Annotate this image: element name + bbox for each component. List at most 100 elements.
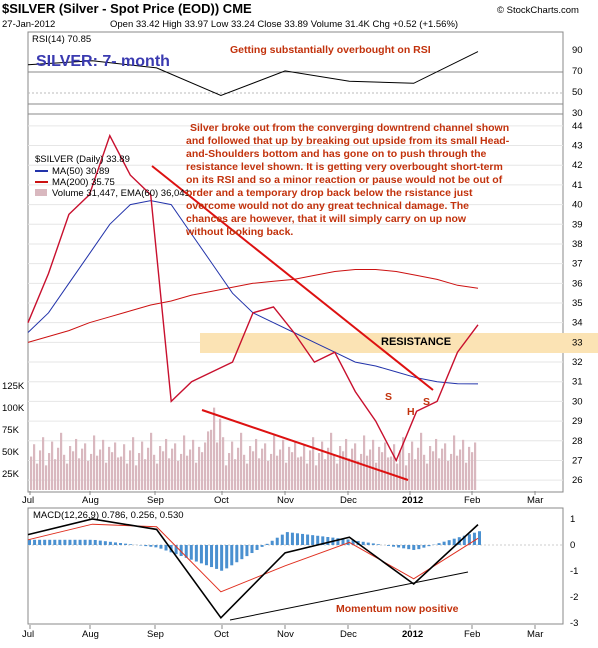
volume-bar	[312, 437, 315, 490]
month-label: Jul	[22, 629, 34, 640]
price-tick: 40	[572, 200, 583, 211]
volume-bar	[261, 448, 264, 490]
volume-bar	[303, 444, 306, 490]
macd-tick-m3: -3	[570, 618, 578, 629]
legend-volume-swatch	[35, 189, 47, 196]
price-panel: $SILVER (Daily) 33.89 MA(50) 30.89 MA(20…	[2, 113, 598, 493]
hs-head: H	[407, 406, 415, 418]
volume-bar	[357, 460, 360, 490]
volume-bar	[78, 458, 81, 490]
macd-hist-bar	[63, 539, 67, 545]
volume-bar	[426, 463, 429, 490]
volume-bar	[207, 431, 210, 490]
macd-hist-bar	[98, 540, 102, 545]
volume-bar	[354, 443, 357, 490]
volume-bar	[399, 450, 402, 490]
macd-hist-bar	[179, 545, 183, 557]
volume-bar	[291, 452, 294, 490]
volume-tick: 50K	[2, 447, 20, 458]
volume-bar	[429, 446, 432, 490]
macd-hist-bar	[250, 545, 254, 554]
macd-hist-bar	[144, 545, 148, 547]
volume-bar	[96, 455, 99, 490]
commentary-line: chances are however, that it will simply…	[186, 213, 467, 225]
volume-bar	[405, 465, 408, 490]
month-label: Feb	[464, 629, 480, 640]
ma200-line	[27, 269, 479, 343]
volume-bar	[327, 447, 330, 490]
macd-hist-bar	[407, 545, 411, 550]
macd-hist-bar	[462, 535, 466, 545]
volume-bar	[153, 454, 156, 490]
macd-hist-bar	[235, 545, 239, 563]
volume-bar	[345, 438, 348, 490]
volume-bar	[108, 446, 111, 490]
volume-bar	[474, 442, 477, 490]
volume-bar	[45, 465, 48, 490]
macd-hist-bar	[159, 545, 163, 549]
volume-bar	[309, 450, 312, 490]
macd-hist-bar	[371, 543, 375, 545]
rsi-tick-50: 50	[572, 87, 583, 98]
macd-hist-bar	[366, 542, 370, 545]
volume-bar	[60, 432, 63, 490]
price-tick: 33	[572, 337, 583, 348]
volume-bar	[324, 459, 327, 490]
volume-bar	[471, 452, 474, 490]
volume-bar	[36, 463, 39, 490]
macd-trendline	[229, 571, 469, 621]
macd-hist-bar	[73, 539, 77, 545]
macd-hist-bar	[129, 544, 133, 545]
macd-hist-bar	[326, 536, 330, 545]
volume-bar	[174, 443, 177, 490]
macd-hist-bar	[240, 545, 244, 560]
macd-tick-m1: -1	[570, 566, 578, 577]
volume-bar	[414, 459, 417, 490]
volume-bar	[186, 455, 189, 490]
macd-hist-bar	[346, 539, 350, 545]
volume-bar	[147, 447, 150, 490]
volume-bar	[375, 462, 378, 490]
month-label: Mar	[527, 629, 543, 640]
macd-hist-bar	[220, 545, 224, 571]
volume-bar	[111, 452, 114, 490]
macd-comment: Momentum now positive	[336, 603, 459, 615]
volume-bar	[204, 442, 207, 490]
volume-bar	[141, 441, 144, 490]
volume-bar	[183, 435, 186, 490]
volume-bar	[165, 438, 168, 490]
macd-hist-bar	[78, 539, 82, 545]
volume-bar	[363, 435, 366, 490]
volume-bar	[420, 432, 423, 490]
volume-bar	[279, 449, 282, 490]
macd-hist-bar	[361, 541, 365, 545]
volume-bar	[336, 463, 339, 490]
macd-hist-bar	[164, 545, 168, 551]
volume-bar	[378, 446, 381, 490]
rsi-big-title: SILVER: 7- month	[36, 53, 170, 70]
volume-bar	[441, 448, 444, 490]
macd-hist-bar	[452, 538, 456, 545]
macd-hist-bar	[204, 545, 208, 566]
macd-hist-bar	[53, 539, 57, 545]
macd-hist-bar	[412, 545, 416, 550]
month-axis-top: Jul Aug Sep Oct Nov Dec 2012 Feb Mar	[22, 491, 543, 506]
price-tick: 30	[572, 396, 583, 407]
month-label: Sep	[147, 495, 164, 506]
volume-bar	[246, 463, 249, 490]
volume-bar	[72, 451, 75, 490]
volume-bar	[228, 453, 231, 490]
volume-bar	[459, 449, 462, 490]
macd-hist-bar	[154, 545, 158, 548]
volume-bar	[66, 463, 69, 490]
month-label: Jul	[22, 495, 34, 506]
macd-hist-bar	[174, 545, 178, 555]
volume-bar	[90, 453, 93, 490]
upper-trendline	[151, 165, 434, 391]
volume-bar	[351, 448, 354, 490]
price-tick: 31	[572, 377, 583, 388]
volume-bar	[30, 456, 33, 490]
month-label: 2012	[402, 629, 423, 640]
hs-right-shoulder: S	[423, 396, 430, 408]
